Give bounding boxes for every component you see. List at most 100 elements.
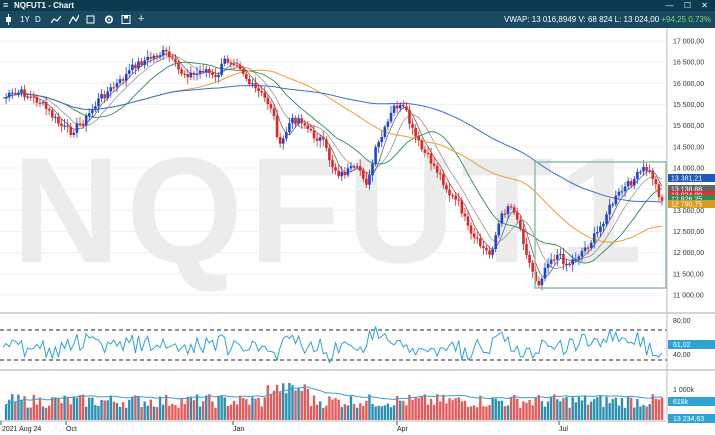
volume-bar (620, 397, 624, 420)
price-tick: 13 000,00 (673, 208, 704, 215)
volume-bar (368, 394, 371, 420)
candle-body (32, 96, 36, 98)
candle-body (198, 70, 202, 74)
candle-body (657, 184, 661, 198)
candle-body (152, 55, 156, 59)
candle-body (429, 153, 433, 164)
candle-body (208, 69, 211, 73)
candle-body (537, 280, 541, 286)
volume-bar (131, 396, 134, 420)
drawing-icon[interactable] (68, 14, 80, 25)
candle-body (238, 65, 242, 69)
volume-bar (602, 406, 605, 420)
save-icon[interactable] (121, 14, 131, 25)
candle-body (411, 123, 414, 128)
price-tag: 12 790,75 (671, 202, 702, 209)
candle-body (41, 102, 45, 104)
volume-bar (100, 399, 103, 420)
volume-bar (143, 401, 146, 420)
line-chart-icon[interactable] (50, 14, 62, 25)
volume-bar (4, 404, 8, 420)
volume-bar (177, 407, 180, 420)
price-tick: 14 000,00 (673, 166, 704, 173)
price-tag-bg (668, 195, 715, 203)
volume-bar (235, 404, 239, 420)
volume-bar (66, 397, 69, 420)
volume-bar (645, 406, 648, 420)
volume-bar (257, 397, 260, 420)
volume-bar (540, 401, 544, 420)
candle-body (106, 91, 110, 99)
candle-body (303, 123, 307, 126)
volume-bar (32, 394, 35, 420)
candle-body (503, 213, 507, 215)
volume-bar (636, 399, 639, 420)
volume-bar (140, 407, 143, 420)
candle-body (161, 49, 165, 56)
candle-body (485, 247, 488, 251)
hamburger-icon[interactable]: ≡ (3, 0, 9, 10)
volume-bar (220, 395, 223, 420)
selection-box[interactable] (534, 161, 667, 289)
candle-body (383, 126, 387, 138)
volume-bar (583, 395, 587, 420)
volume-bar (568, 407, 571, 420)
volume-bar (94, 404, 97, 420)
volume-tag: 618k (673, 399, 689, 406)
volume-bar (168, 405, 171, 420)
volume-bar (186, 396, 189, 420)
volume-bar (312, 395, 316, 420)
candle-body (248, 78, 251, 85)
candle-body (555, 254, 559, 260)
volume-bar (423, 394, 427, 420)
volume-bar (630, 397, 633, 420)
price-tick: 15 000,00 (673, 123, 704, 130)
volume-bar (232, 400, 236, 420)
candle-body (636, 171, 639, 179)
volume-bar (214, 407, 217, 420)
candle-body (220, 63, 223, 75)
ma-line-100 (2, 84, 663, 203)
candle-body (402, 104, 405, 107)
volume-value: V: 68 824 (578, 15, 613, 24)
volume-bar (654, 398, 658, 420)
volume-bar (291, 385, 294, 420)
candle-body (297, 118, 300, 124)
ma-line-20 (2, 61, 663, 264)
volume-bar (63, 395, 66, 420)
volume-bar (463, 400, 467, 420)
volume-bar (426, 404, 430, 420)
window-title: NQFUT1 - Chart (14, 1, 74, 10)
candle-body (642, 166, 645, 172)
volume-bar (611, 399, 614, 420)
candle-icon[interactable] (4, 14, 13, 25)
volume-bar (512, 394, 516, 420)
candle-body (417, 136, 421, 141)
volume-bar (349, 396, 353, 420)
window-controls[interactable]: — ☐ ✕ (665, 1, 712, 10)
volume-bar (158, 396, 162, 420)
interval-d-button[interactable]: D (35, 15, 41, 24)
add-icon[interactable]: + (138, 13, 145, 25)
candle-body (488, 250, 491, 255)
change-pct: 0,73% (688, 15, 711, 24)
settings-icon[interactable] (104, 14, 114, 25)
candle-body (460, 200, 464, 214)
square-icon[interactable] (86, 14, 95, 25)
volume-bar (47, 405, 51, 420)
candle-body (614, 195, 618, 205)
volume-bar (519, 407, 522, 420)
candle-body (377, 142, 380, 148)
candle-body (651, 170, 655, 180)
volume-bar (171, 403, 174, 420)
candle-body (57, 116, 60, 124)
volume-bar (124, 407, 128, 420)
volume-bar (605, 396, 608, 420)
candle-body (645, 166, 648, 171)
volume-bar (60, 403, 63, 420)
candle-body (171, 57, 174, 59)
range-1y-button[interactable]: 1Y (20, 15, 30, 24)
volume-bar (334, 398, 337, 420)
candle-body (472, 233, 476, 238)
